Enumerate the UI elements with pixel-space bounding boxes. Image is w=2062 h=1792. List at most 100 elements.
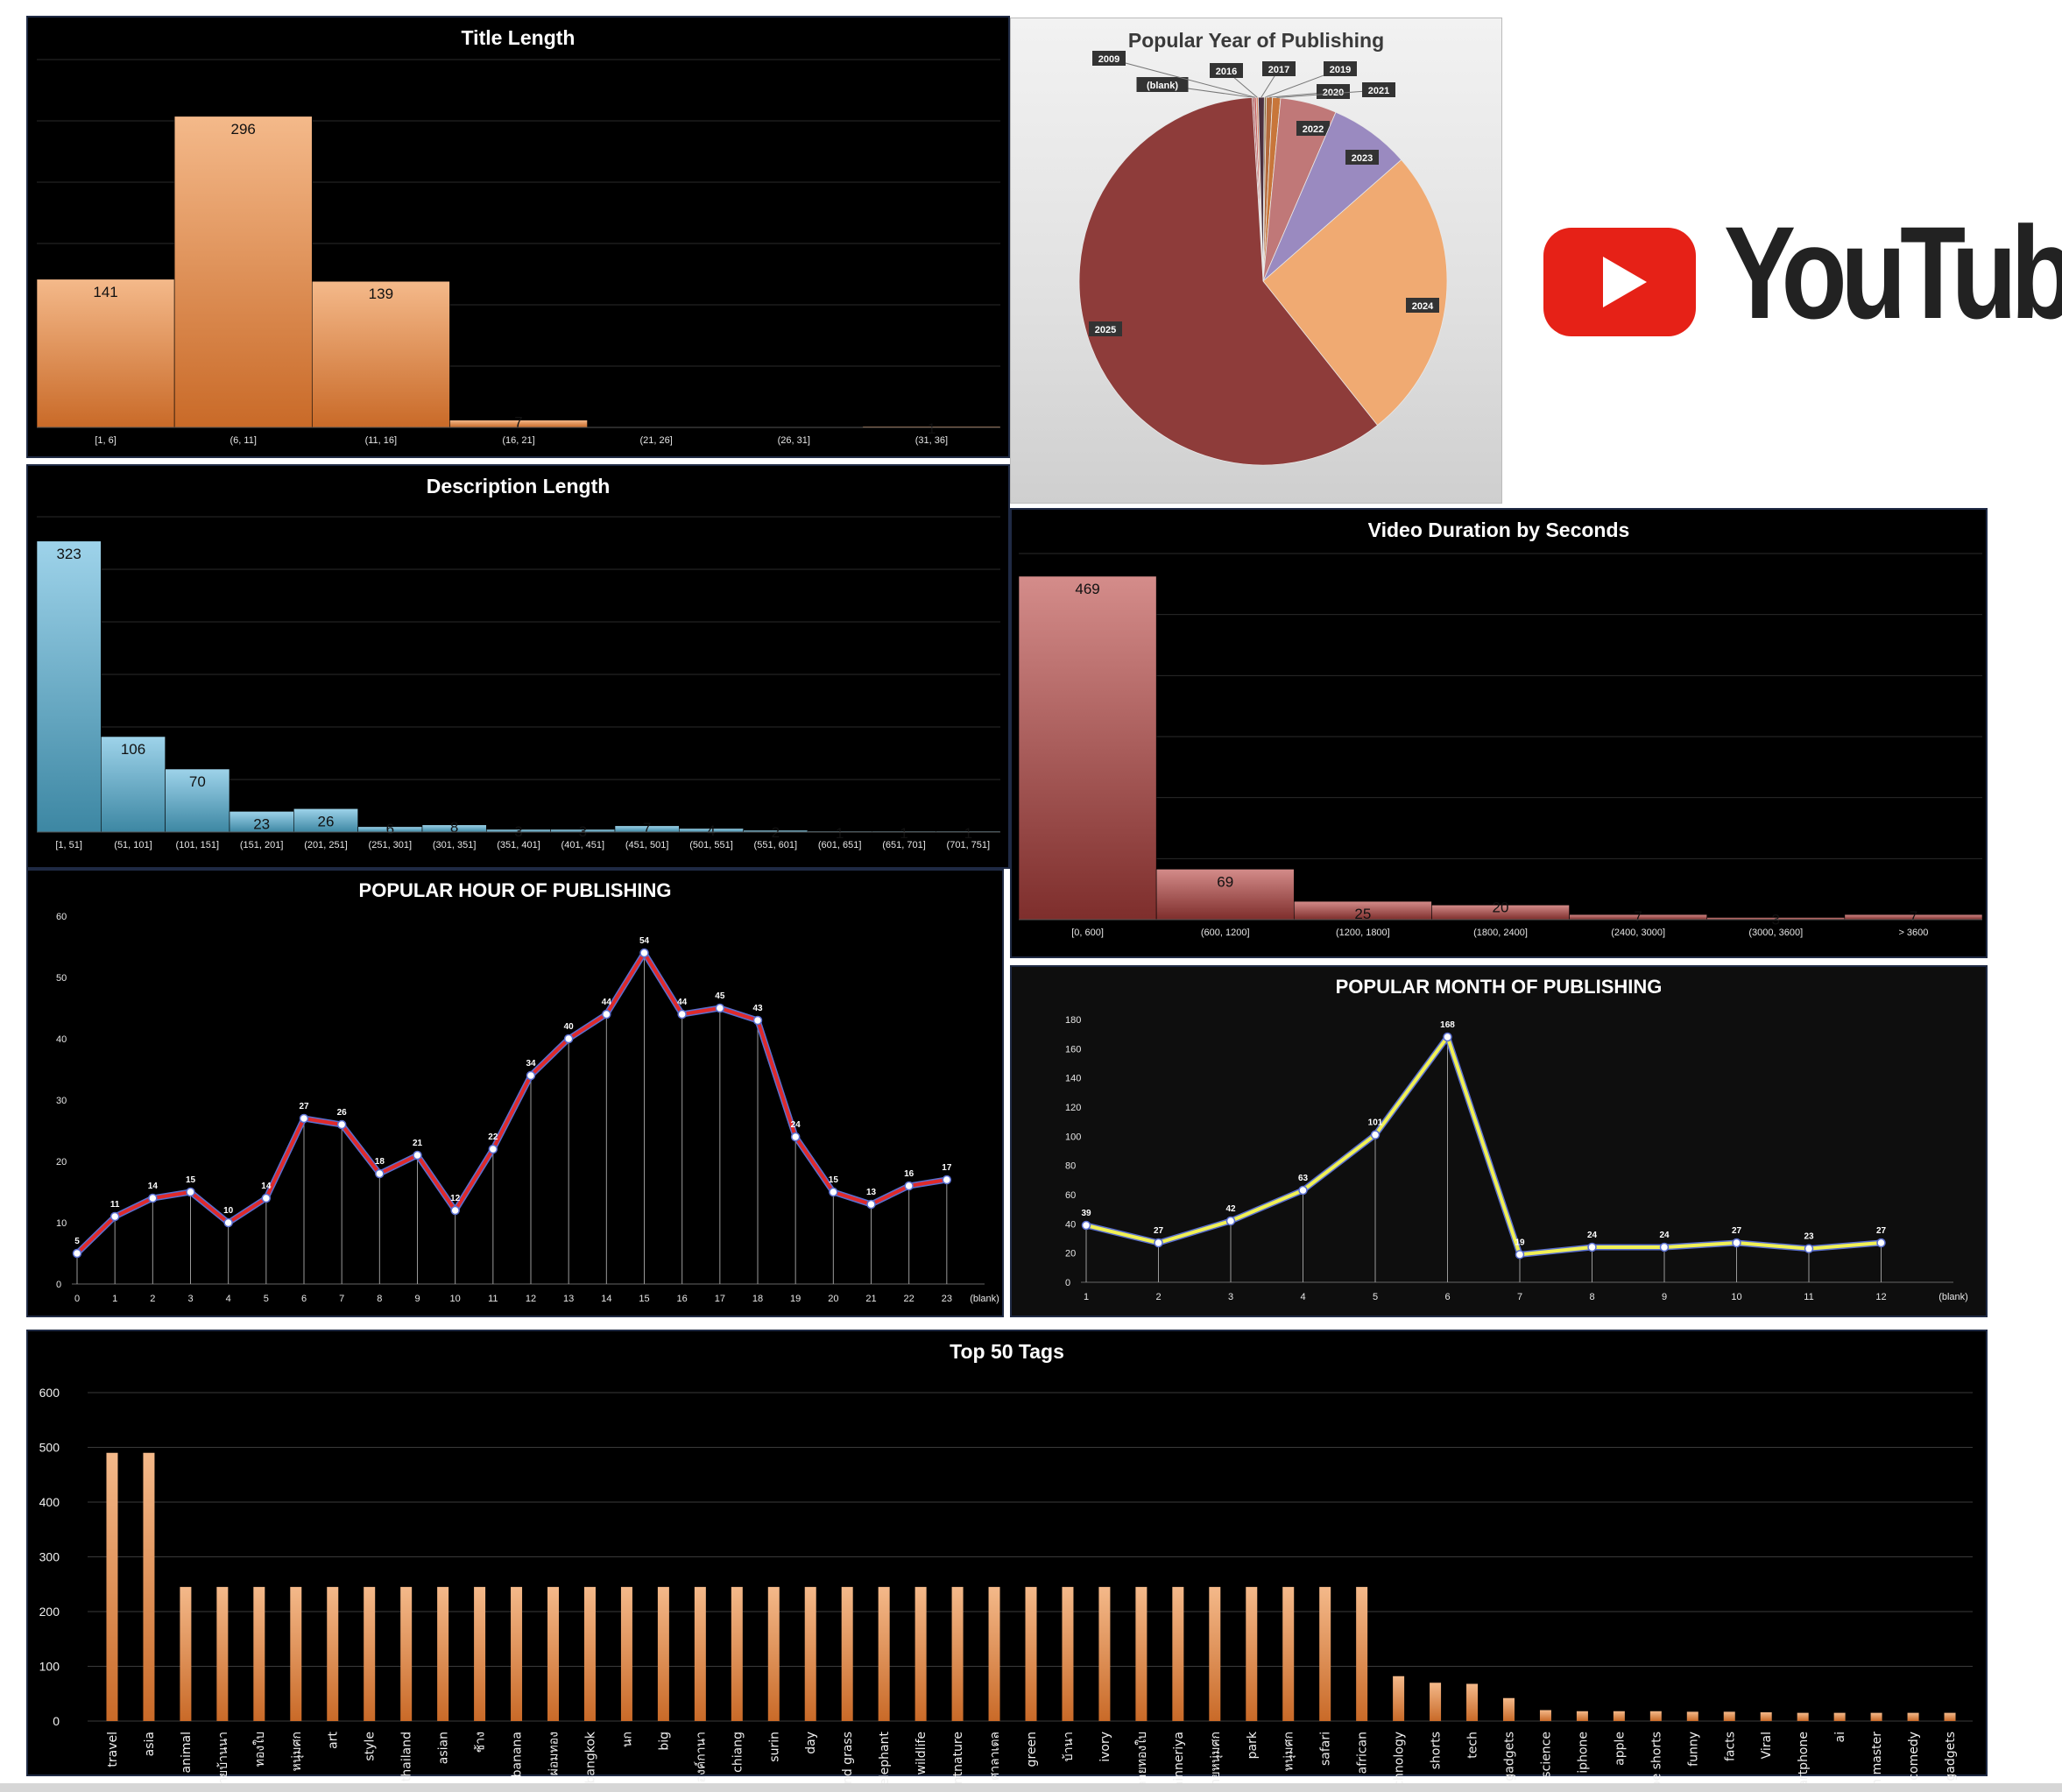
y-tick-label: 40 bbox=[1065, 1219, 1076, 1230]
data-label: 296 bbox=[231, 121, 256, 138]
bar bbox=[1576, 1711, 1588, 1721]
x-tick-label: 17 bbox=[715, 1294, 725, 1304]
data-label: 27 bbox=[1876, 1226, 1887, 1236]
x-tick-label: 11 bbox=[488, 1294, 498, 1304]
bar bbox=[988, 1586, 1000, 1721]
data-label: 34 bbox=[526, 1059, 536, 1069]
x-tick-label: gadgets bbox=[1502, 1732, 1516, 1781]
data-point bbox=[942, 1175, 952, 1185]
data-label: 4 bbox=[707, 822, 715, 839]
bar bbox=[1870, 1712, 1882, 1721]
x-tick-label: (26, 31] bbox=[778, 435, 810, 446]
x-tick-label: technology bbox=[1393, 1732, 1407, 1792]
bar bbox=[583, 1586, 596, 1721]
x-tick-label: 7 bbox=[339, 1294, 344, 1304]
description-length-plot: 323 [1, 51] 106 (51, 101] 70 (101, 151] 23 (151… bbox=[36, 516, 1001, 850]
data-label: 12 bbox=[450, 1194, 461, 1203]
x-tick-label: tech bbox=[1466, 1732, 1480, 1759]
x-tick-label: 8 bbox=[1589, 1292, 1594, 1302]
data-point bbox=[488, 1144, 498, 1154]
data-label: 42 bbox=[1225, 1204, 1236, 1214]
pie-label-box bbox=[1324, 61, 1357, 76]
bar bbox=[311, 280, 450, 428]
y-tick-label: 180 bbox=[1065, 1015, 1081, 1026]
bar bbox=[767, 1586, 780, 1721]
x-tick-label: 1 bbox=[112, 1294, 117, 1304]
x-tick-label: youtube shorts bbox=[1649, 1732, 1663, 1792]
data-point bbox=[1225, 1216, 1236, 1226]
pie-label: 2023 bbox=[1352, 153, 1373, 164]
data-label: 45 bbox=[715, 991, 725, 1001]
data-point bbox=[677, 1009, 687, 1019]
bar bbox=[841, 1586, 853, 1721]
x-tick-label: (151, 201] bbox=[240, 840, 284, 850]
y-tick-label: 600 bbox=[39, 1386, 60, 1400]
bar bbox=[731, 1586, 743, 1721]
x-tick-label: asian bbox=[437, 1732, 451, 1764]
x-tick-label: (501, 551] bbox=[689, 840, 733, 850]
x-tick-label: (2400, 3000] bbox=[1611, 928, 1665, 938]
data-point bbox=[563, 1034, 574, 1044]
data-point bbox=[413, 1150, 422, 1161]
data-label: 15 bbox=[186, 1175, 196, 1185]
data-label: 469 bbox=[1075, 581, 1099, 597]
pie-label: 2016 bbox=[1216, 67, 1237, 77]
x-tick-label: banana bbox=[511, 1732, 525, 1777]
x-tick-label: (201, 251] bbox=[304, 840, 348, 850]
x-tick-label: (451, 501] bbox=[625, 840, 669, 850]
x-tick-label: 1 bbox=[1084, 1292, 1089, 1302]
data-point bbox=[148, 1193, 158, 1203]
x-tick-label: ผ่อมทอง bbox=[547, 1732, 561, 1775]
y-tick-label: 300 bbox=[39, 1550, 60, 1564]
chart-title: Description Length bbox=[426, 475, 611, 497]
data-label: 3 bbox=[579, 823, 587, 840]
x-tick-label: ศาลาเตล bbox=[988, 1732, 1002, 1781]
data-label: 5 bbox=[74, 1237, 80, 1246]
x-tick-label: thailand grass bbox=[841, 1732, 855, 1792]
x-tick-label: 23 bbox=[942, 1294, 952, 1304]
popular-hour-chart: POPULAR HOUR OF PUBLISHING 0 10 20 30 40 50 60… bbox=[26, 869, 1004, 1317]
pie-label-box bbox=[1317, 84, 1350, 99]
bar bbox=[293, 808, 358, 833]
data-point bbox=[375, 1168, 385, 1179]
data-label: 27 bbox=[1732, 1226, 1742, 1236]
bar bbox=[951, 1586, 964, 1721]
bar bbox=[1760, 1712, 1772, 1721]
x-tick-label: apple bbox=[1613, 1732, 1627, 1766]
x-tick-label: bangkok bbox=[583, 1731, 597, 1783]
x-tick-label: 11 bbox=[1804, 1292, 1813, 1302]
bar bbox=[1613, 1711, 1625, 1721]
chart-title: POPULAR HOUR OF PUBLISHING bbox=[358, 879, 672, 901]
x-tick-label: style bbox=[364, 1732, 378, 1761]
pie-label: 2022 bbox=[1303, 124, 1324, 135]
pie-label-box bbox=[1210, 63, 1243, 78]
x-tick-label: 15 bbox=[639, 1294, 649, 1304]
data-point bbox=[829, 1187, 838, 1197]
x-tick-label: smartphone bbox=[1797, 1732, 1811, 1792]
x-tick-label: (301, 351] bbox=[433, 840, 477, 850]
x-tick-label: big bbox=[657, 1732, 671, 1751]
x-tick-label: 2 bbox=[150, 1294, 155, 1304]
data-point bbox=[904, 1181, 914, 1191]
x-tick-label: 10 bbox=[1731, 1292, 1741, 1302]
data-label: 8 bbox=[450, 819, 458, 836]
x-tick-label: บ้านา bbox=[1062, 1732, 1076, 1761]
x-tick-label: tech master bbox=[1870, 1732, 1884, 1792]
x-tick-label: 13 bbox=[563, 1294, 574, 1304]
x-tick-label: (blank) bbox=[1938, 1292, 1968, 1302]
y-tick-label: 100 bbox=[39, 1660, 60, 1674]
pie-slice bbox=[1078, 96, 1379, 466]
x-tick-label: 21 bbox=[865, 1294, 876, 1304]
youtube-logo bbox=[1543, 228, 1696, 336]
data-label: 13 bbox=[866, 1188, 877, 1197]
data-label: 1 bbox=[900, 825, 907, 842]
leader-line bbox=[1276, 89, 1380, 99]
x-tick-label: shorts bbox=[1430, 1732, 1444, 1769]
data-label: 7 bbox=[514, 414, 522, 431]
data-label: 24 bbox=[1587, 1231, 1598, 1240]
pie-label: (blank) bbox=[1147, 81, 1178, 91]
y-tick-label: 10 bbox=[56, 1218, 67, 1229]
bottom-bar bbox=[0, 1783, 2062, 1792]
bar bbox=[1062, 1586, 1074, 1721]
